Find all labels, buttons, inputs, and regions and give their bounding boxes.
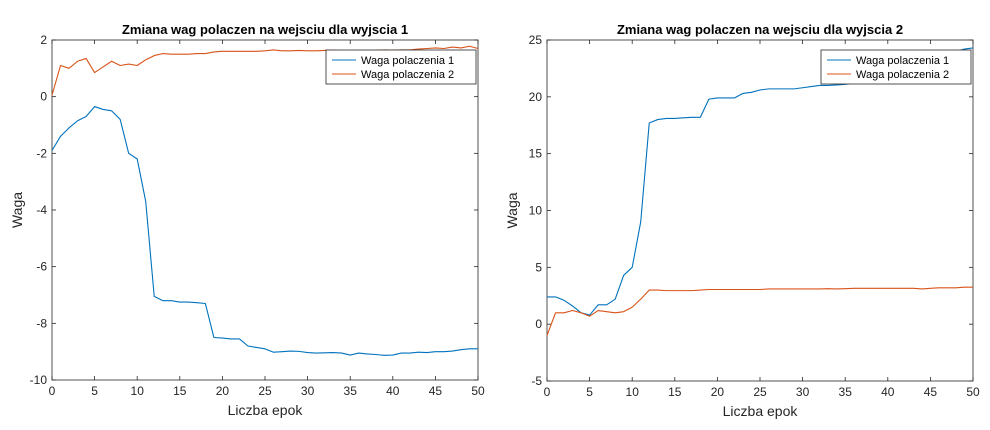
y-tick-label: 10 (529, 204, 543, 218)
x-tick-label: 25 (258, 384, 272, 398)
x-tick-label: 10 (131, 384, 145, 398)
y-tick-label: 15 (529, 147, 543, 161)
x-tick-label: 50 (966, 385, 980, 399)
x-tick-label: 30 (301, 384, 315, 398)
x-tick-label: 20 (216, 384, 230, 398)
x-tick-label: 25 (753, 385, 767, 399)
series-line-1 (51, 106, 478, 356)
y-tick-label: 5 (535, 260, 542, 274)
x-tick-label: 40 (386, 384, 400, 398)
legend-label-1: Waga polaczenia 1 (856, 55, 949, 67)
x-tick-label: 35 (344, 384, 358, 398)
y-tick-label: 0 (535, 317, 542, 331)
y-axis-label: Waga (504, 192, 520, 228)
y-tick-label: 2 (40, 33, 47, 47)
legend-label-2: Waga polaczenia 2 (856, 69, 949, 81)
x-tick-label: 45 (429, 384, 443, 398)
legend-label-1: Waga polaczenia 1 (361, 55, 454, 67)
y-tick-label: 0 (40, 90, 47, 104)
chart-1: 0 5 10 15 20 25 30 35 40 45 50 -10 -8 -6 -4 -2 0 2 Zmiana … (9, 22, 485, 418)
x-tick-label: 20 (711, 385, 725, 399)
y-tick-label: 25 (529, 33, 543, 47)
plot-area (51, 39, 479, 381)
x-tick-label: 50 (471, 384, 485, 398)
y-tick-label: -8 (36, 316, 47, 330)
legend-box (820, 49, 972, 85)
x-tick-label: 0 (49, 384, 56, 398)
y-tick-label: -10 (30, 373, 48, 387)
y-axis-label: Waga (9, 192, 25, 228)
x-tick-label: 5 (586, 385, 593, 399)
x-axis-label: Liczba epok (723, 403, 799, 419)
x-tick-label: 35 (839, 385, 853, 399)
x-tick-label: 0 (544, 385, 551, 399)
x-axis-label: Liczba epok (228, 402, 304, 418)
chart-title: Zmiana wag polaczen na wejsciu dla wyjsc… (617, 22, 903, 37)
x-tick-label: 45 (924, 385, 938, 399)
x-tick-label: 15 (668, 385, 682, 399)
plot-area (546, 39, 974, 382)
y-tick-label: -4 (36, 203, 47, 217)
x-tick-label: 15 (173, 384, 187, 398)
chart-title: Zmiana wag polaczen na wejsciu dla wyjsc… (122, 22, 408, 37)
legend-box (325, 49, 477, 85)
x-tick-label: 5 (91, 384, 98, 398)
x-tick-label: 40 (881, 385, 895, 399)
y-tick-label: -6 (36, 260, 47, 274)
x-tick-label: 30 (796, 385, 810, 399)
x-tick-label: 10 (626, 385, 640, 399)
y-tick-label: -2 (36, 146, 47, 160)
y-tick-label: -5 (531, 374, 542, 388)
y-tick-label: 20 (529, 90, 543, 104)
legend-label-2: Waga polaczenia 2 (361, 69, 454, 81)
series-line-2 (546, 286, 973, 336)
